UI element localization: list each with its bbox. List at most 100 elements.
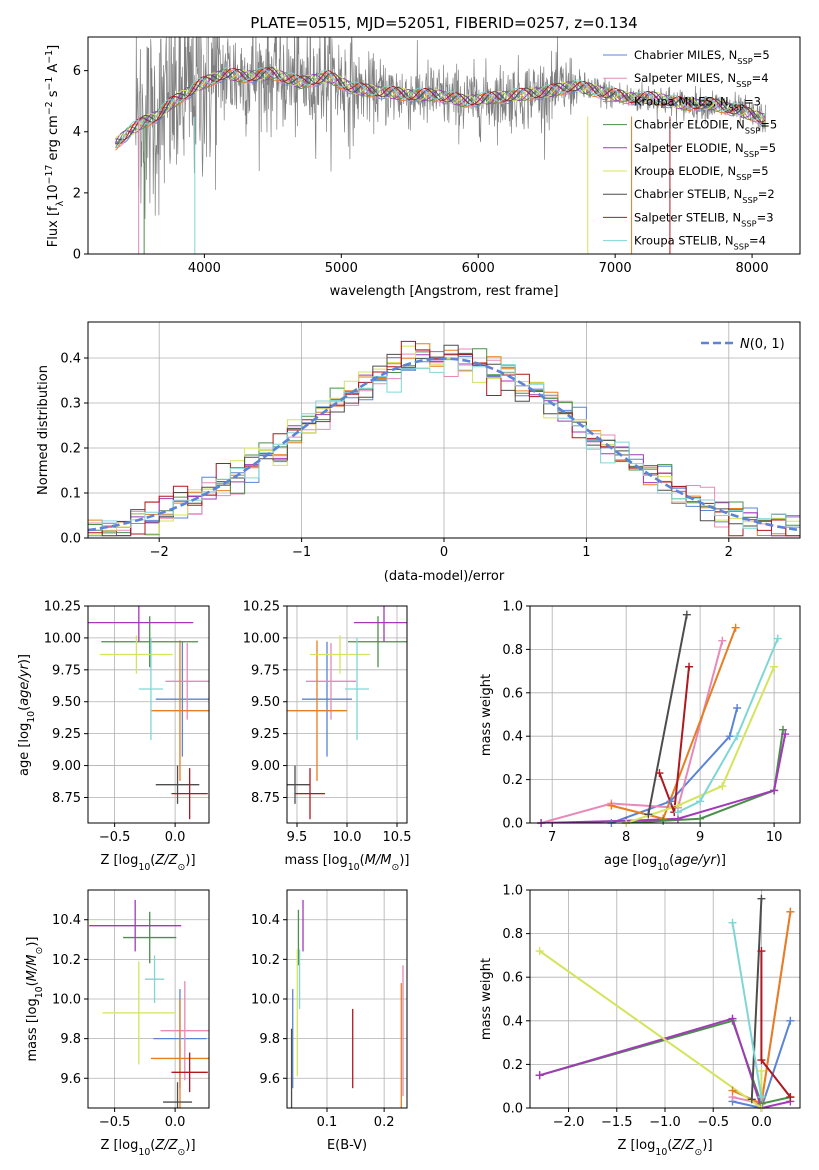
label-part: (: [669, 853, 674, 868]
label-part: −2: [44, 101, 55, 115]
y-tick-label: 4: [73, 125, 81, 140]
y-tick-label: 10.00: [243, 631, 280, 646]
y-tick-label: 0.2: [502, 773, 523, 788]
label-part: Z/Z: [671, 1138, 695, 1153]
label-part: Z [log: [100, 1138, 138, 1153]
x-tick-label: 0.0: [165, 1115, 186, 1130]
y-tick-label: 0.0: [502, 817, 523, 832]
age_vs_mass-axes: 9.5 10.0 10.5 8.75 9.00 9.25 9.50 9.75 10.00 10.2…: [243, 600, 412, 846]
label-part: SSP: [729, 102, 744, 112]
y-tick-label: 0.0: [502, 1102, 523, 1117]
label-part: )]: [17, 654, 32, 664]
label-part: Z/Z: [154, 853, 178, 868]
marker-chabrier_stelib: [644, 810, 653, 819]
marker-kroupa_elodie: [718, 782, 727, 791]
marker-kroupa_miles: [786, 907, 795, 916]
x-tick-label: −2: [150, 545, 169, 560]
x-tick-label: 0.0: [165, 830, 186, 845]
legend-label: Salpeter ELODIE, NSSP=5: [634, 141, 776, 159]
y-tick-label: 0.2: [60, 442, 81, 457]
x-tick-label: −1.0: [649, 1115, 681, 1130]
mass-weight-z-xlabel: Z [log10(Z/Z⊙)]: [617, 1138, 712, 1158]
y-tick-label: 9.00: [52, 759, 81, 774]
y-tick-label: 10.25: [44, 600, 81, 615]
legend-label: Kroupa ELODIE, NSSP=5: [634, 164, 769, 182]
label-part: SSP: [742, 195, 757, 205]
label-part: ⊙: [695, 1147, 703, 1158]
y-tick-label: 9.50: [251, 695, 280, 710]
y-tick-label: 0.6: [502, 971, 523, 986]
x-tick-label: 10.0: [333, 830, 362, 845]
marker-kroupa_miles: [728, 1086, 737, 1095]
x-tick-label: −2.0: [553, 1115, 585, 1130]
legend-label: Salpeter STELIB, NSSP=3: [634, 210, 774, 228]
data-spectrum: [115, 37, 766, 219]
label-part: Z/Z: [154, 1138, 178, 1153]
label-part: (: [25, 981, 40, 986]
y-tick-label: 1.0: [502, 884, 523, 899]
y-tick-label: 1.0: [502, 600, 523, 615]
histogram-salpeter_stelib: [88, 340, 800, 537]
series-salpeter_elodie: [539, 1017, 791, 1108]
x-tick-label: 1: [582, 545, 590, 560]
y-tick-label: 9.75: [52, 663, 81, 678]
label-part: Chabrier ELODIE, N: [634, 118, 745, 132]
marker-salpeter_miles: [718, 636, 727, 645]
axes-frame: [286, 889, 408, 1109]
mass-vs-z-xlabel: Z [log10(Z/Z⊙)]: [100, 1138, 195, 1158]
label-part: Salpeter ELODIE, N: [634, 141, 744, 155]
age_vs_Z-axes: −0.5 0.0 8.75 9.00 9.25 9.50 9.75 10.00 10.25: [44, 600, 210, 845]
marker-chabrier_miles: [725, 732, 734, 741]
label-part: (0, 1): [750, 337, 785, 352]
marker-kroupa_stelib: [728, 918, 737, 927]
axes-frame: [87, 605, 210, 824]
label-part: ]: [46, 45, 61, 50]
marker-salpeter_elodie: [781, 730, 790, 739]
y-tick-label: 0.8: [502, 643, 523, 658]
mass-weight-age-xlabel: age [log10(age/yr)]: [604, 853, 726, 873]
label-part: N: [740, 337, 750, 352]
marker-chabrier_stelib: [682, 610, 691, 619]
label-part: Salpeter STELIB, N: [634, 210, 741, 224]
label-part: =5: [753, 48, 770, 62]
marker-salpeter_stelib: [786, 1093, 795, 1102]
y-tick-label: 10.4: [52, 913, 81, 928]
series-kroupa_stelib: [731, 922, 763, 1098]
y-tick-label: 0.3: [60, 397, 81, 412]
legend-label: Kroupa MILES, NSSP=3: [634, 94, 761, 112]
label-part: ⊙: [34, 947, 45, 955]
marker-chabrier_miles: [666, 797, 675, 806]
label-part: λ: [55, 200, 66, 206]
marker-kroupa_miles: [731, 623, 740, 632]
label-part: SSP: [744, 149, 759, 159]
model-spectrum-salpeter_elodie: [114, 70, 766, 143]
axes-frame: [529, 605, 801, 824]
x-tick-label: −1.5: [601, 1115, 633, 1130]
label-part: SSP: [736, 79, 751, 89]
y-tick-label: 9.6: [259, 1072, 280, 1087]
label-part: Chabrier STELIB, N: [634, 187, 742, 201]
label-part: ⊙: [178, 1147, 186, 1158]
series-chabrier_miles: [732, 1020, 792, 1108]
marker-salpeter_elodie: [728, 1014, 737, 1023]
marker-salpeter_stelib: [685, 662, 694, 671]
marker-salpeter_stelib: [757, 1056, 766, 1065]
label-part: (: [150, 853, 155, 868]
y-tick-label: 8.75: [251, 791, 280, 806]
y-tick-label: 10.4: [251, 913, 280, 928]
mass_vs_Z-axes: −0.5 0.0 9.6 9.8 10.0 10.2 10.4: [52, 889, 210, 1130]
x-tick-label: 7000: [599, 261, 632, 276]
label-part: Z [log: [617, 1138, 655, 1153]
label-part: )]: [185, 1138, 195, 1153]
label-part: (: [17, 706, 32, 711]
label-part: −1: [44, 77, 55, 91]
series-salpeter_miles: [540, 640, 724, 823]
label-part: )]: [716, 853, 726, 868]
series-chabrier_stelib: [647, 614, 688, 815]
x-tick-label: 6000: [462, 261, 495, 276]
y-tick-label: 10.0: [52, 993, 81, 1008]
y-tick-label: 9.8: [60, 1032, 81, 1047]
x-tick-label: 8: [622, 830, 630, 845]
y-tick-label: 0: [73, 248, 81, 263]
